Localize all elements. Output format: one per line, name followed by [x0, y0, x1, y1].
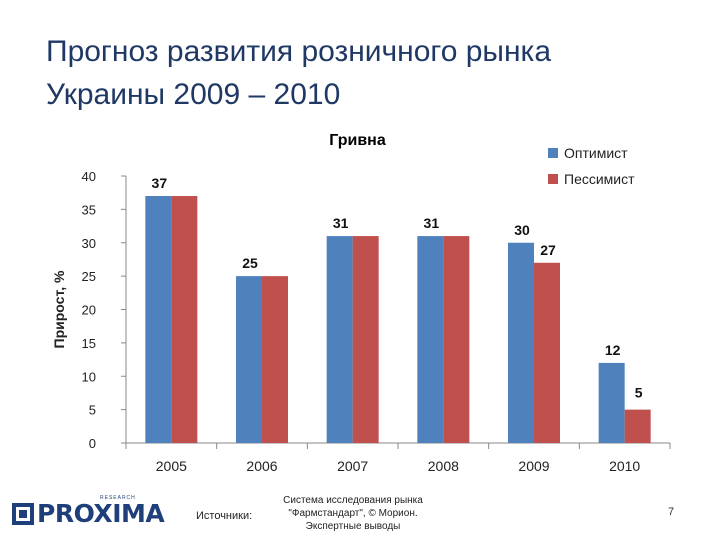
- data-label: 31: [424, 215, 440, 231]
- sources-text: Система исследования рынка "Фармстандарт…: [270, 494, 436, 533]
- legend-label: Пессимист: [564, 171, 635, 187]
- chart-canvas: 0 5 10 15 20 25 30 35 40 Прирост, % 2005 2006 2007 20…: [51, 145, 671, 474]
- data-label: 27: [540, 242, 556, 258]
- sources-label: Источники:: [196, 510, 253, 522]
- y-tick-label: 5: [89, 403, 96, 418]
- y-tick-label: 30: [82, 236, 96, 251]
- data-label: 25: [242, 255, 258, 271]
- sources-line-3: Экспертные выводы: [305, 521, 401, 532]
- bar-optimist: [236, 276, 262, 443]
- legend-label: Оптимист: [564, 145, 628, 161]
- bar-pessimist: [534, 262, 560, 443]
- y-tick-label: 0: [89, 436, 96, 451]
- footer: PROXIMA RESEARCH Источники: Система иссл…: [0, 492, 720, 540]
- y-tick-label: 25: [82, 269, 96, 284]
- sources-line-2: "Фармстандарт", © Морион.: [288, 508, 418, 519]
- bar-pessimist: [624, 409, 651, 443]
- data-label: 12: [605, 342, 621, 358]
- legend-swatch: [548, 148, 558, 158]
- logo-subtext: RESEARCH: [100, 495, 136, 501]
- bar-pessimist: [262, 276, 288, 443]
- data-label: 37: [152, 175, 168, 191]
- sources-line-1: Система исследования рынка: [283, 495, 423, 506]
- bar-optimist: [326, 236, 353, 443]
- slide-title-line-1: Прогноз развития розничного рынка: [46, 35, 552, 68]
- data-label: 31: [333, 215, 349, 231]
- bar-optimist: [145, 196, 172, 443]
- bar-optimist: [508, 242, 534, 443]
- bar-pessimist: [443, 236, 470, 443]
- bar-optimist: [598, 362, 625, 443]
- legend-swatch: [548, 174, 558, 184]
- y-tick-label: 35: [82, 202, 96, 217]
- slide-title-line-2: Украины 2009 – 2010: [46, 78, 341, 111]
- y-tick-label: 10: [82, 369, 96, 384]
- x-tick-label: 2007: [337, 458, 368, 474]
- bar-pessimist: [352, 236, 379, 443]
- y-axis-label: Прирост, %: [51, 270, 67, 349]
- x-tick-label: 2010: [609, 458, 640, 474]
- data-label: 30: [514, 222, 530, 238]
- x-tick-label: 2006: [246, 458, 277, 474]
- y-tick-label: 40: [82, 169, 96, 184]
- proxima-logo: PROXIMA: [12, 498, 165, 530]
- y-tick-label: 15: [82, 336, 96, 351]
- y-tick-label: 20: [82, 303, 96, 318]
- logo-mark-icon: [12, 503, 34, 525]
- x-tick-label: 2008: [428, 458, 459, 474]
- page-number: 7: [668, 506, 675, 518]
- x-tick-label: 2009: [518, 458, 549, 474]
- data-label: 5: [635, 385, 643, 401]
- bar-pessimist: [171, 196, 198, 443]
- slide-title: Прогноз развития розничного рынка Украин…: [46, 30, 686, 116]
- bar-optimist: [417, 236, 444, 443]
- x-tick-label: 2005: [156, 458, 187, 474]
- chart: Гривна 0 5 10 15 20 25 30 35 40 Прирост, % 2005 200…: [40, 128, 690, 488]
- logo-text: PROXIMA: [37, 499, 165, 528]
- chart-title: Гривна: [329, 132, 386, 149]
